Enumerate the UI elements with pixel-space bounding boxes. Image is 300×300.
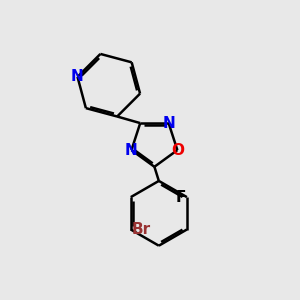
Text: N: N [162, 116, 175, 130]
Text: N: N [125, 142, 138, 158]
Text: N: N [71, 69, 84, 84]
Text: Br: Br [131, 222, 151, 237]
Text: O: O [171, 142, 184, 158]
Text: F: F [175, 190, 186, 205]
